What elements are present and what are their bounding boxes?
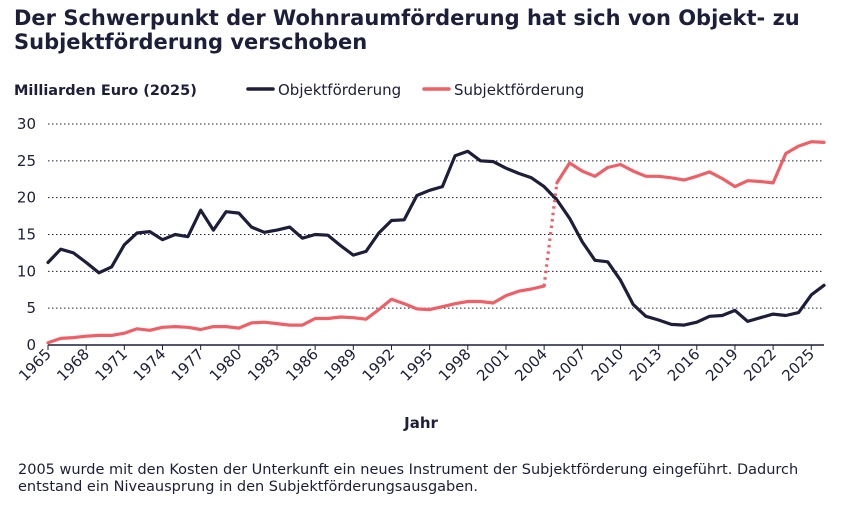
x-tick-label: 1998	[435, 345, 475, 385]
series-line-objekt	[46, 149, 826, 327]
series-objekt	[46, 149, 826, 327]
legend: Objektförderung Subjektförderung	[246, 81, 584, 99]
y-tick-label: 30	[17, 115, 36, 133]
x-axis-label: Jahr	[403, 414, 438, 432]
x-tick-labels: 1965196819711974197719801983198619891992…	[15, 345, 818, 385]
x-tick-label: 2019	[702, 345, 742, 385]
y-tick-label: 0	[26, 336, 36, 354]
series-line-subjekt-jump	[542, 182, 559, 287]
series-line-subjekt-pre-2005	[46, 284, 546, 345]
y-tick-label: 25	[17, 152, 36, 170]
gridlines	[48, 123, 824, 346]
y-tick-labels: 0 5 10 15 20 25 30	[17, 115, 36, 354]
footnote: 2005 wurde mit den Kosten der Unterkunft…	[18, 462, 799, 495]
legend-label-subjekt: Subjektförderung	[454, 81, 584, 99]
series-subjekt	[46, 140, 826, 345]
chart-title: Der Schwerpunkt der Wohnraumförderung ha…	[14, 6, 800, 54]
x-tick-label: 1992	[359, 345, 399, 385]
x-tick-label: 1995	[397, 345, 437, 385]
x-tick-label: 1974	[130, 345, 170, 385]
x-tick-label: 1977	[168, 345, 208, 385]
x-tick-label: 2013	[626, 345, 666, 385]
x-tick-label: 2001	[473, 345, 513, 385]
x-tick-label: 1965	[15, 345, 55, 385]
y-tick-label: 15	[17, 226, 36, 244]
series-line-subjekt-post-2005	[555, 140, 826, 189]
x-tick-label: 2004	[511, 345, 551, 385]
x-tick-label: 2022	[740, 345, 780, 385]
x-tick-label: 2016	[664, 345, 704, 385]
x-tick-label: 1989	[320, 345, 360, 385]
x-tick-label: 2025	[778, 345, 818, 385]
x-tick-label: 2007	[549, 345, 589, 385]
y-tick-label: 5	[26, 299, 36, 317]
x-tick-label: 1971	[91, 345, 131, 385]
x-tick-label: 1986	[282, 345, 322, 385]
y-axis-label: Milliarden Euro (2025)	[14, 83, 197, 99]
y-tick-label: 10	[17, 262, 36, 280]
x-tick-label: 1983	[244, 345, 284, 385]
x-tick-label: 1968	[53, 345, 93, 385]
x-tick-label: 1980	[206, 345, 246, 385]
legend-label-objekt: Objektförderung	[278, 81, 401, 99]
line-chart: Milliarden Euro (2025) Objektförderung S…	[14, 81, 826, 432]
y-tick-label: 20	[17, 189, 36, 207]
series-lines	[46, 140, 826, 345]
x-tick-label: 2010	[588, 345, 628, 385]
